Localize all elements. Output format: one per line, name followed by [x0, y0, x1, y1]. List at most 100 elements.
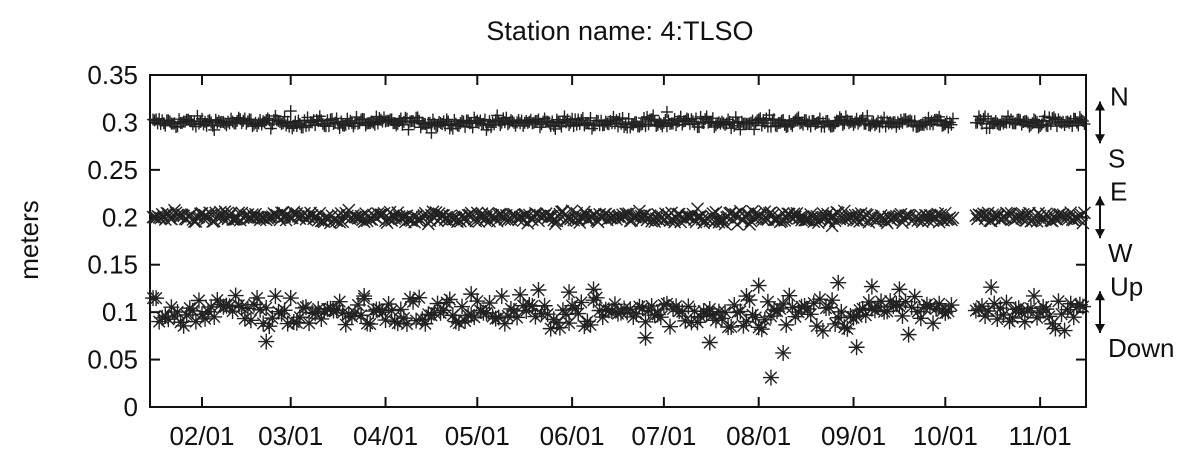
series-star-point — [310, 301, 327, 318]
series-plus-point — [402, 123, 415, 136]
series-plus-point — [979, 110, 992, 123]
series-plus-point — [861, 109, 874, 122]
y-axis-label: meters — [14, 200, 44, 279]
series-cross-point — [154, 211, 168, 225]
series-star-point — [509, 309, 526, 326]
series-cross-point — [799, 213, 813, 227]
series-star-point — [209, 292, 226, 309]
series-plus-point — [725, 122, 738, 135]
series-cross-point — [583, 210, 597, 224]
data-marks — [145, 105, 1091, 386]
series-star-point — [518, 302, 535, 319]
plot-frame — [149, 74, 1087, 408]
series-star-point — [637, 313, 654, 330]
series-plus-point — [734, 123, 747, 136]
series-cross-point — [1053, 207, 1067, 221]
series-star-point — [652, 309, 669, 326]
series-plus-point — [1032, 121, 1045, 134]
series-plus-point — [755, 119, 768, 132]
direction-label-top: E — [1110, 176, 1127, 206]
series-star-point — [735, 317, 752, 334]
series-cross-point — [374, 208, 388, 222]
series-star-outlier — [848, 339, 865, 356]
series-plus-point — [777, 113, 790, 126]
series-plus-point — [639, 120, 652, 133]
series-star-outlier — [738, 288, 755, 305]
series-plus-point — [1023, 120, 1036, 133]
series-plus-point — [792, 111, 805, 124]
series-cross-point — [695, 212, 709, 226]
series-star-outlier — [830, 274, 847, 291]
y-tick-label: 0 — [124, 392, 138, 422]
series-cross-point — [276, 206, 290, 220]
direction-label-top: N — [1110, 82, 1129, 112]
series-star-point — [337, 316, 354, 333]
series-star-point — [931, 295, 948, 312]
series-cross-outlier — [691, 202, 705, 216]
y-tick-label: 0.15 — [87, 250, 138, 280]
series-star-point — [1004, 310, 1021, 327]
series-star-point — [793, 298, 810, 315]
series-star-point — [530, 281, 547, 298]
series-plus-point — [396, 118, 409, 131]
series-cross-point — [336, 215, 350, 229]
series-star-point — [781, 287, 798, 304]
series-star-point — [1065, 309, 1082, 326]
y-tick-label: 0.35 — [87, 60, 138, 90]
series-cross-point — [969, 209, 983, 223]
direction-label-bottom: S — [1108, 143, 1125, 173]
series-star-point — [1038, 301, 1055, 318]
series-cross-point — [668, 215, 682, 229]
series-cross-point — [1074, 208, 1088, 222]
series-cross-point — [164, 212, 178, 226]
series-star-point — [906, 288, 923, 305]
series-star-point — [570, 305, 587, 322]
series-plus-point — [296, 121, 309, 134]
series-star-point — [732, 303, 749, 320]
series-star-outlier — [561, 284, 578, 301]
arrow-up-head — [1095, 291, 1105, 301]
series-star-point — [980, 302, 997, 319]
x-tick-label: 06/01 — [540, 421, 605, 451]
x-tick-label: 03/01 — [258, 421, 323, 451]
x-tick-label: 07/01 — [631, 421, 696, 451]
series-plus-point — [1028, 113, 1040, 126]
series-star-point — [802, 306, 819, 323]
series-plus-point — [647, 109, 660, 122]
series-star-point — [169, 304, 186, 321]
series-star-point — [267, 288, 284, 305]
y-tick-label: 0.3 — [102, 107, 138, 137]
series-plus-point — [208, 123, 221, 136]
series-star-point — [242, 312, 259, 329]
arrow-down-head — [1095, 229, 1105, 239]
series-star-point — [1074, 298, 1091, 315]
series-star-point — [527, 308, 544, 325]
direction-label-bottom: W — [1108, 238, 1133, 268]
y-axis: 0 0.05 0.1 0.15 0.2 0.25 0.3 0.35 — [87, 60, 1086, 422]
series-star-point — [285, 313, 302, 330]
series-star-point — [487, 310, 504, 327]
series-star-point — [1026, 287, 1042, 304]
series-star-outlier — [356, 288, 373, 305]
series-star-point — [276, 302, 293, 319]
series-star-point — [772, 300, 789, 317]
series-star-point — [1056, 322, 1073, 339]
y-tick-label: 0.2 — [102, 202, 138, 232]
series-star-point — [282, 290, 299, 307]
series-star-point — [524, 298, 541, 315]
series-cross-point — [850, 213, 864, 227]
series-star-point — [662, 318, 678, 335]
series-star-point — [441, 291, 458, 308]
direction-label-top: Up — [1110, 271, 1143, 301]
series-plus-point — [946, 112, 959, 125]
series-star-point — [261, 318, 278, 335]
series-plus-point — [368, 118, 381, 131]
series-star-point — [481, 294, 498, 311]
x-tick-label: 10/01 — [913, 421, 978, 451]
series-star-point — [206, 308, 223, 325]
series-plus-point — [638, 112, 650, 125]
series-cross-point — [946, 211, 960, 225]
x-tick-label: 08/01 — [726, 421, 791, 451]
arrow-up-head — [1095, 196, 1105, 206]
